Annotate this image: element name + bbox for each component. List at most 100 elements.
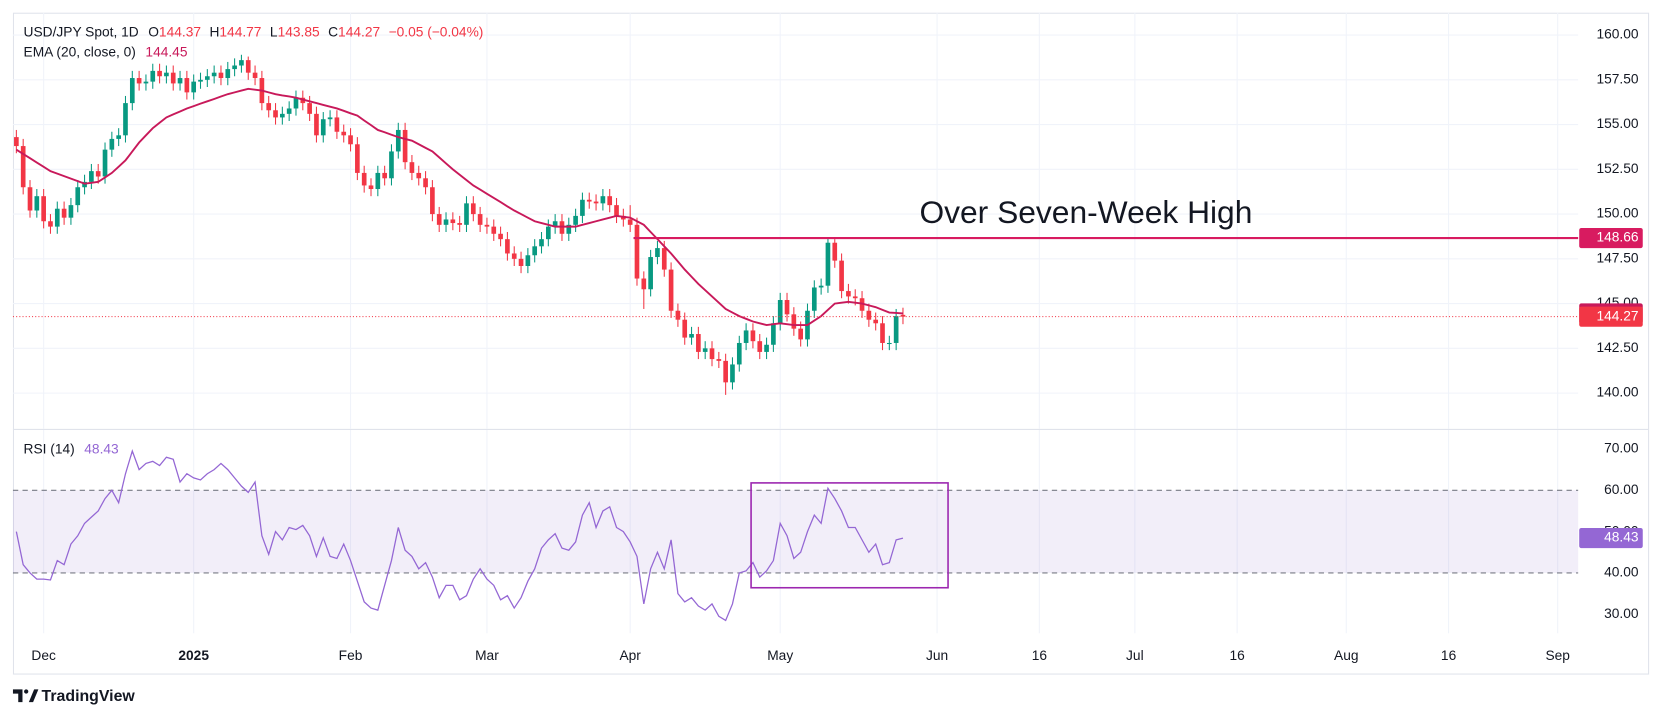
x-tick-label: Jul: [1126, 648, 1144, 663]
legend-label: RSI (14): [24, 442, 75, 457]
candle-body: [395, 129, 401, 152]
candle-body: [129, 78, 135, 104]
candle-body: [593, 201, 599, 204]
candle-body: [150, 70, 156, 82]
y-tick-label: 40.00: [1604, 565, 1639, 580]
candle-body: [109, 138, 115, 150]
x-tick-label: 2025: [178, 648, 209, 663]
candle-body: [430, 187, 435, 215]
candle-body: [375, 172, 381, 190]
price-badge: [1579, 228, 1643, 249]
x-tick-label: Dec: [31, 648, 56, 663]
candle-body: [716, 359, 722, 361]
candle-body: [498, 233, 503, 240]
candle-body: [341, 131, 347, 136]
candle-body: [743, 330, 749, 343]
candle-body: [655, 248, 660, 258]
y-tick-label: 157.50: [1596, 71, 1638, 86]
candle-body: [586, 199, 592, 202]
candle-body: [273, 110, 278, 118]
y-tick-label: 152.50: [1596, 161, 1638, 176]
candle-body: [614, 205, 619, 216]
candle-body: [846, 291, 851, 297]
candle-body: [382, 172, 387, 179]
candle-body: [607, 196, 613, 206]
x-tick-label: Sep: [1545, 648, 1570, 663]
candle-body: [777, 300, 783, 324]
candle-body: [791, 314, 797, 329]
candle-body: [600, 196, 606, 204]
price-badge: [1579, 306, 1643, 327]
candle-body: [852, 296, 858, 299]
ohlc-value: 143.85: [278, 24, 320, 39]
x-tick-label: 16: [1032, 648, 1048, 663]
axes: Dec 2025 Feb Mar Apr May Jun 16 Jul 16 Aug 16 Sep 140…: [24, 24, 1643, 663]
candle-body: [525, 255, 531, 266]
candle-body: [204, 76, 210, 80]
candle-body: [873, 319, 879, 324]
change-label: −0.05 (−0.04%): [389, 24, 484, 39]
candle-body: [580, 199, 585, 216]
price-badge-label: 144.27: [1596, 308, 1638, 323]
candle-body: [682, 319, 688, 338]
y-tick-label: 150.00: [1596, 206, 1638, 221]
candle-body: [702, 348, 708, 352]
candle-body: [164, 72, 169, 77]
candle-body: [136, 78, 142, 84]
candle-body: [784, 300, 790, 315]
candle-body: [477, 214, 483, 225]
candle-body: [661, 248, 667, 270]
candle-body: [211, 72, 217, 77]
candle-body: [198, 79, 203, 82]
candle-body: [811, 287, 817, 311]
candle-body: [573, 215, 578, 225]
candle-body: [61, 208, 67, 218]
candle-body: [123, 103, 128, 136]
candle-body: [641, 278, 647, 290]
candle-body: [225, 69, 231, 79]
grid: [12, 12, 1579, 634]
ohlc-value: 144.27: [338, 24, 380, 39]
candle-body: [327, 117, 333, 120]
y-tick-label: 30.00: [1604, 606, 1639, 621]
candle-body: [886, 342, 892, 345]
candle-body: [750, 330, 756, 342]
candle-body: [893, 316, 899, 343]
candle-body: [157, 70, 162, 77]
candle-body: [450, 219, 456, 224]
candle-body: [307, 103, 312, 114]
candle-body: [552, 221, 558, 227]
rsi-band: [12, 490, 1579, 573]
candle-body: [518, 258, 524, 266]
y-tick-label: 70.00: [1604, 441, 1639, 456]
x-tick-label: 16: [1230, 648, 1246, 663]
candle-body: [361, 172, 367, 186]
candle-body: [696, 334, 701, 352]
candle-body: [177, 78, 183, 84]
ohlc-value: 144.77: [219, 24, 261, 39]
rsi-line: [15, 449, 904, 622]
candle-body: [27, 187, 33, 211]
x-tick-label: 16: [1441, 648, 1457, 663]
candle-body: [771, 323, 776, 345]
candle-body: [723, 360, 728, 383]
legend-value: 48.43: [84, 442, 119, 457]
candle-body: [900, 314, 906, 317]
candle-body: [566, 224, 572, 234]
candle-body: [832, 242, 838, 261]
x-tick-label: Aug: [1334, 648, 1358, 663]
candle-body: [239, 60, 244, 66]
candle-body: [539, 239, 544, 247]
candle-body: [491, 226, 497, 234]
candle-body: [764, 344, 769, 352]
ema-line: [15, 87, 904, 327]
candle-body: [825, 242, 831, 286]
candle-body: [648, 257, 653, 290]
candle-body: [334, 117, 340, 132]
candle-body: [511, 253, 517, 259]
y-tick-label: 142.50: [1596, 340, 1638, 355]
candle-body: [293, 97, 299, 109]
candle-body: [95, 171, 101, 177]
